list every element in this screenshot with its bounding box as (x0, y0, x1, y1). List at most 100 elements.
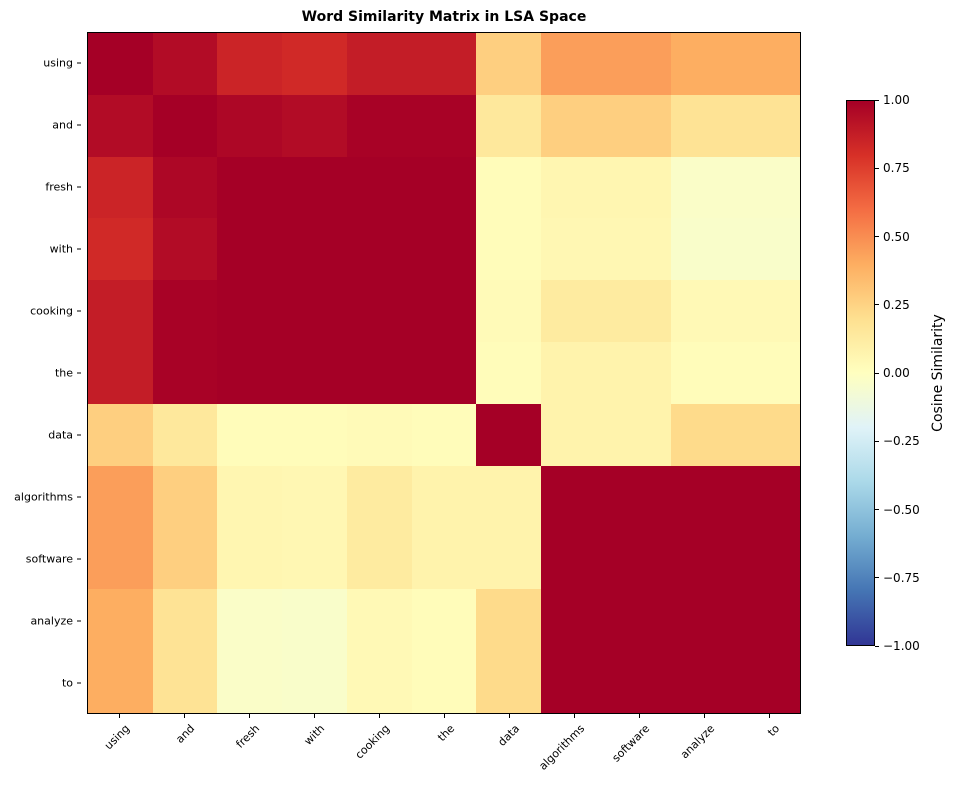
heatmap-cell-fresh-the (411, 156, 477, 219)
heatmap-cell-algorithms-fresh (217, 465, 283, 528)
heatmap-cell-fresh-cooking (346, 156, 412, 219)
heatmap-cell-to-cooking (346, 651, 412, 713)
heatmap-cell-cooking-cooking (346, 280, 412, 343)
heatmap-cell-data-with (282, 403, 347, 466)
heatmap-cell-the-fresh (217, 342, 283, 404)
heatmap-cell-cooking-using (88, 280, 153, 343)
heatmap-cell-analyze-cooking (346, 589, 412, 652)
colorbar-tick-label: −0.50 (875, 503, 920, 517)
x-tick-label: software (609, 722, 652, 765)
heatmap-cell-the-using (88, 342, 153, 404)
colorbar-tick-label: −0.25 (875, 434, 920, 448)
heatmap-cell-the-analyze (670, 342, 736, 404)
heatmap-cell-algorithms-analyze (670, 465, 736, 528)
x-tick-mark (444, 714, 445, 718)
heatmap-cell-fresh-to (735, 156, 800, 219)
heatmap-cell-algorithms-using (88, 465, 153, 528)
heatmap-cell-using-fresh (217, 33, 283, 95)
heatmap-cell-with-data (476, 218, 542, 281)
x-tick-mark (508, 714, 510, 718)
heatmap-cell-algorithms-to (735, 465, 800, 528)
heatmap-cell-with-and (152, 218, 218, 281)
heatmap-cell-cooking-the (411, 280, 477, 343)
chart-title: Word Similarity Matrix in LSA Space (301, 9, 587, 25)
heatmap-cell-using-and (152, 33, 218, 95)
y-tick-label: using (43, 57, 81, 70)
heatmap-cell-and-fresh (217, 94, 283, 157)
x-tick-mark (638, 714, 640, 718)
heatmap-cell-and-cooking (346, 94, 412, 157)
heatmap-cell-cooking-fresh (217, 280, 283, 343)
heatmap-cell-software-using (88, 527, 153, 590)
heatmap-cell-using-using (88, 33, 153, 95)
x-tick-label: fresh (233, 722, 263, 751)
heatmap-cell-algorithms-data (476, 465, 542, 528)
heatmap-cell-analyze-using (88, 589, 153, 652)
heatmap-cell-fresh-data (476, 156, 542, 219)
y-tick-label: to (62, 677, 81, 690)
x-tick-mark (703, 714, 705, 718)
x-tick-label: and (173, 722, 198, 746)
heatmap-cell-and-the (411, 94, 477, 157)
colorbar-label: Cosine Similarity (930, 314, 946, 432)
colorbar-tick-label: 0.50 (875, 230, 910, 244)
x-tick-mark (379, 714, 381, 718)
heatmap-cell-with-fresh (217, 218, 283, 281)
heatmap-cell-fresh-software (605, 156, 671, 219)
heatmap-cell-cooking-algorithms (541, 280, 606, 343)
heatmap-cell-fresh-fresh (217, 156, 283, 219)
heatmap-cell-software-software (605, 527, 671, 590)
heatmap-cell-analyze-data (476, 589, 542, 652)
heatmap-cell-cooking-with (282, 280, 347, 343)
y-tick-label: data (48, 429, 81, 442)
heatmap-cell-cooking-analyze (670, 280, 736, 343)
colorbar-tick-label: 0.00 (875, 366, 910, 380)
heatmap-cell-the-and (152, 342, 218, 404)
heatmap-cell-analyze-to (735, 589, 800, 652)
heatmap-cell-analyze-and (152, 589, 218, 652)
y-tick-label: software (26, 553, 81, 566)
heatmap-cell-with-the (411, 218, 477, 281)
x-tick-mark (314, 714, 316, 718)
heatmap-cell-analyze-the (411, 589, 477, 652)
heatmap-cell-cooking-and (152, 280, 218, 343)
x-tick-label: with (301, 722, 328, 748)
heatmap-cell-with-to (735, 218, 800, 281)
heatmap-cell-using-software (605, 33, 671, 95)
heatmap-cell-to-to (735, 651, 800, 713)
heatmap-cell-data-to (735, 403, 800, 466)
heatmap-cell-data-and (152, 403, 218, 466)
colorbar-tick-label: 1.00 (875, 93, 910, 107)
x-tick-mark (573, 714, 575, 718)
heatmap-cell-and-algorithms (541, 94, 606, 157)
y-tick-label: and (52, 119, 81, 132)
heatmap-cell-data-the (411, 403, 477, 466)
heatmap-cell-software-the (411, 527, 477, 590)
heatmap-cell-with-analyze (670, 218, 736, 281)
heatmap-cell-data-software (605, 403, 671, 466)
x-tick-label: cooking (352, 722, 393, 762)
colorbar-tick-label: 0.75 (875, 161, 910, 175)
heatmap-cell-the-cooking (346, 342, 412, 404)
y-tick-label: analyze (30, 615, 81, 628)
heatmap-cell-algorithms-software (605, 465, 671, 528)
heatmap-cell-using-data (476, 33, 542, 95)
heatmap-cell-with-with (282, 218, 347, 281)
x-tick-label: the (435, 722, 458, 744)
x-tick-label: to (764, 722, 782, 740)
heatmap-cell-algorithms-and (152, 465, 218, 528)
heatmap-cell-software-and (152, 527, 218, 590)
heatmap-cell-using-with (282, 33, 347, 95)
heatmap-cell-with-using (88, 218, 153, 281)
heatmap-grid (88, 33, 800, 713)
heatmap-cell-the-algorithms (541, 342, 606, 404)
heatmap-cell-with-cooking (346, 218, 412, 281)
heatmap-cell-the-with (282, 342, 347, 404)
heatmap-cell-analyze-with (282, 589, 347, 652)
heatmap-cell-data-cooking (346, 403, 412, 466)
heatmap-cell-with-software (605, 218, 671, 281)
heatmap-cell-fresh-algorithms (541, 156, 606, 219)
heatmap-cell-analyze-algorithms (541, 589, 606, 652)
heatmap-cell-to-with (282, 651, 347, 713)
heatmap-cell-data-using (88, 403, 153, 466)
